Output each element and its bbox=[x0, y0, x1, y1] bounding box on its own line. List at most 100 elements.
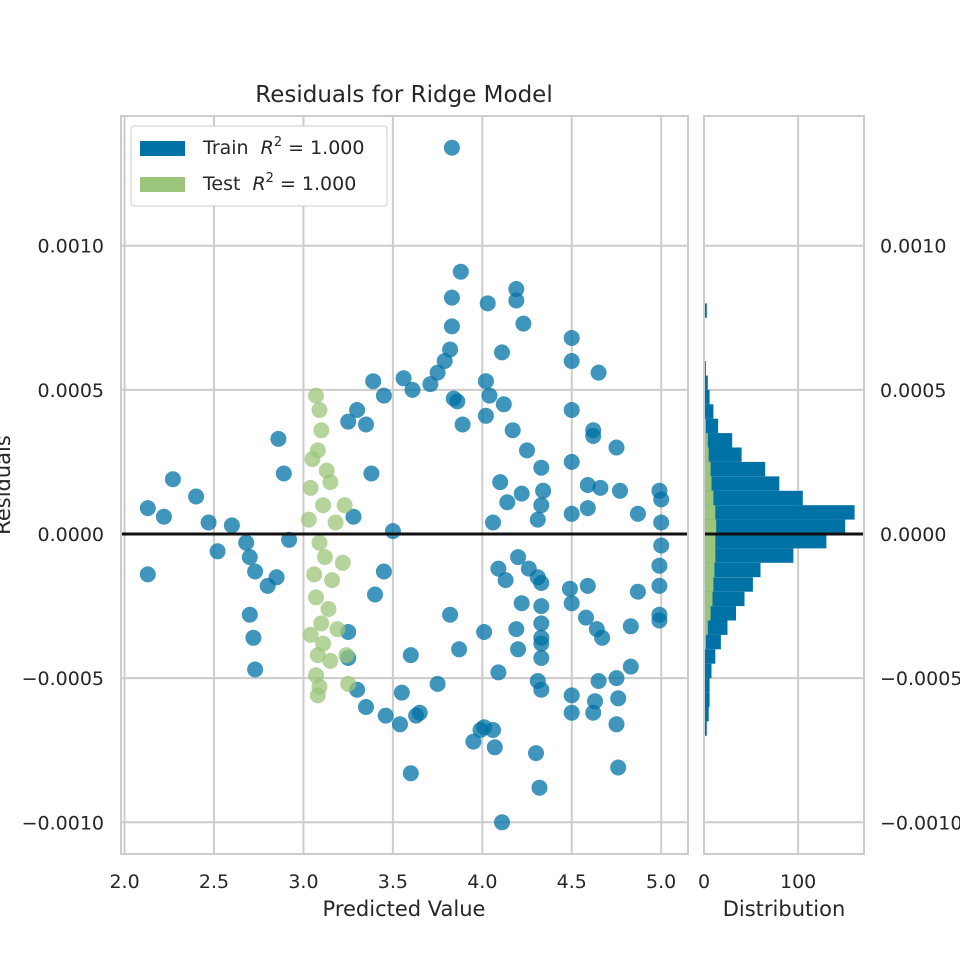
distribution-y-tick-label: 0.0000 bbox=[880, 524, 946, 546]
test-residual-point bbox=[302, 626, 319, 643]
legend-value-train: = 1.000 bbox=[288, 137, 364, 159]
x-tick-label: 3.5 bbox=[378, 871, 408, 893]
train-residual-point bbox=[477, 373, 494, 390]
train-residual-point bbox=[508, 281, 525, 297]
legend-series-train: Train bbox=[202, 137, 249, 159]
test-residual-point bbox=[340, 675, 357, 692]
y-tick-labels: 0.0010 0.0005 0.0000 −0.0005 −0.0010 bbox=[22, 236, 104, 835]
train-residual-point bbox=[533, 497, 550, 514]
train-residual-point bbox=[529, 511, 546, 528]
test-residual-point bbox=[320, 601, 337, 617]
distribution-bars bbox=[704, 303, 855, 736]
train-residual-point bbox=[452, 263, 469, 280]
train-residual-point bbox=[579, 577, 596, 594]
train-residual-point bbox=[358, 416, 374, 433]
legend-label-test: Test R2 = 1.000 bbox=[202, 171, 356, 195]
train-residual-point bbox=[247, 563, 264, 580]
train-histogram-bar bbox=[704, 433, 733, 448]
train-histogram-bar bbox=[704, 418, 719, 434]
train-residual-point bbox=[209, 543, 226, 560]
train-residual-point bbox=[404, 381, 421, 398]
legend: Train R2 = 1.000 Test R2 = 1.000 bbox=[130, 125, 388, 207]
train-residual-point bbox=[377, 707, 394, 724]
train-residual-point bbox=[477, 407, 494, 424]
x-tick-label: 2.0 bbox=[109, 871, 139, 893]
train-residual-point bbox=[563, 453, 580, 470]
train-histogram-bar bbox=[704, 375, 708, 390]
train-residual-point bbox=[429, 675, 446, 692]
train-residual-point bbox=[651, 612, 668, 629]
train-residual-point bbox=[472, 722, 489, 738]
train-residual-point bbox=[436, 353, 453, 369]
train-residual-point bbox=[531, 779, 548, 796]
test-residual-point bbox=[334, 554, 351, 571]
test-residual-point bbox=[329, 621, 346, 638]
train-residual-point bbox=[188, 488, 205, 505]
train-residual-point bbox=[510, 549, 527, 566]
train-residual-point bbox=[494, 814, 510, 831]
test-residual-point bbox=[327, 514, 344, 531]
test-histogram-bar bbox=[704, 606, 711, 621]
train-residual-point bbox=[238, 534, 255, 551]
y-tick-label: −0.0010 bbox=[22, 812, 104, 834]
distribution-axis-label: Distribution bbox=[723, 897, 846, 921]
train-histogram-bar bbox=[704, 534, 827, 549]
train-histogram-bar bbox=[704, 649, 716, 664]
test-residual-point bbox=[324, 572, 341, 589]
test-residual-point bbox=[300, 511, 317, 528]
train-residual-point bbox=[622, 658, 639, 675]
train-histogram-bar bbox=[704, 548, 794, 563]
train-histogram-bar bbox=[704, 721, 707, 736]
train-histogram-bar bbox=[704, 505, 855, 520]
train-residual-point bbox=[411, 704, 428, 721]
x-tick-label: 5.0 bbox=[646, 871, 676, 893]
main-plot: 2.0 2.5 3.0 3.5 4.0 4.5 5.0 0.0010 0.0005 0.0000… bbox=[22, 115, 689, 893]
test-residual-point bbox=[306, 566, 323, 583]
y-tick-label: 0.0005 bbox=[38, 380, 104, 402]
y-tick-label: 0.0010 bbox=[38, 236, 104, 258]
train-residual-point bbox=[563, 595, 580, 612]
distribution-y-tick-label: 0.0005 bbox=[880, 380, 946, 402]
train-residual-point bbox=[651, 577, 668, 594]
train-residual-point bbox=[592, 479, 609, 496]
train-residual-point bbox=[340, 413, 357, 430]
train-residual-point bbox=[528, 745, 544, 762]
x-tick-label: 3.0 bbox=[288, 871, 318, 893]
train-residual-point bbox=[422, 376, 439, 393]
train-histogram-bar bbox=[704, 577, 753, 592]
distribution-y-tick-label: −0.0005 bbox=[880, 668, 960, 690]
distribution-x-tick-labels: 0 100 bbox=[698, 871, 816, 893]
test-residual-point bbox=[336, 497, 353, 514]
test-histogram-bar bbox=[704, 620, 708, 635]
test-histogram-bar bbox=[704, 490, 714, 506]
legend-series-test: Test bbox=[202, 173, 240, 195]
test-residual-point bbox=[309, 687, 326, 704]
train-residual-point bbox=[579, 477, 596, 493]
x-tick-labels: 2.0 2.5 3.0 3.5 4.0 4.5 5.0 bbox=[109, 871, 676, 893]
train-residual-point bbox=[241, 606, 258, 623]
train-residual-point bbox=[508, 292, 525, 309]
train-residual-point bbox=[367, 586, 383, 603]
test-residual-point bbox=[315, 497, 332, 514]
train-residual-point bbox=[241, 549, 258, 566]
train-residual-point bbox=[485, 514, 501, 531]
train-histogram-bar bbox=[704, 692, 710, 707]
train-residual-point bbox=[465, 733, 482, 750]
train-residual-point bbox=[375, 563, 392, 580]
test-histogram-bar bbox=[704, 562, 715, 578]
main-plot-frame bbox=[120, 115, 689, 855]
train-histogram-bar bbox=[704, 663, 712, 679]
train-residual-point bbox=[155, 508, 172, 525]
train-residual-point bbox=[402, 647, 419, 664]
train-histogram-bar bbox=[704, 707, 709, 722]
train-residual-point bbox=[200, 514, 217, 531]
distribution-y-tick-label: 0.0010 bbox=[880, 236, 946, 258]
legend-box bbox=[130, 125, 388, 207]
train-residual-point bbox=[451, 641, 468, 658]
train-residual-point bbox=[513, 595, 530, 612]
train-residual-point bbox=[533, 615, 550, 632]
train-residual-point bbox=[499, 494, 516, 511]
train-residual-point bbox=[270, 430, 287, 447]
distribution-y-tick-label: −0.0010 bbox=[880, 812, 960, 834]
train-residual-point bbox=[139, 500, 156, 517]
